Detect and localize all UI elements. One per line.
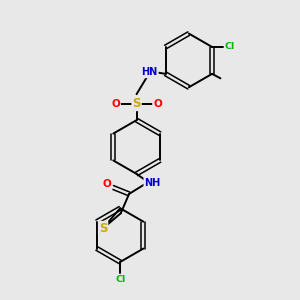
- Text: O: O: [153, 99, 162, 109]
- Text: NH: NH: [144, 178, 160, 188]
- Text: S: S: [132, 97, 141, 110]
- Text: Cl: Cl: [225, 43, 235, 52]
- Text: S: S: [99, 222, 107, 235]
- Text: Cl: Cl: [115, 275, 125, 284]
- Text: O: O: [111, 99, 120, 109]
- Text: HN: HN: [142, 68, 158, 77]
- Text: O: O: [103, 179, 112, 189]
